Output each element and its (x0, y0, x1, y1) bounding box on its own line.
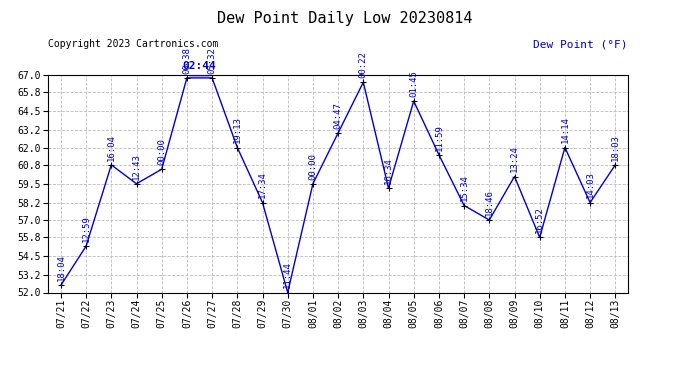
Text: 13:24: 13:24 (510, 146, 519, 172)
Text: 15:34: 15:34 (460, 174, 469, 201)
Text: 02:44: 02:44 (183, 61, 217, 70)
Text: 00:00: 00:00 (308, 153, 317, 180)
Text: 05:32: 05:32 (208, 47, 217, 74)
Text: 14:03: 14:03 (586, 171, 595, 198)
Text: 18:03: 18:03 (611, 134, 620, 161)
Text: 04:47: 04:47 (333, 102, 343, 129)
Text: 16:04: 16:04 (107, 134, 116, 161)
Text: 12:59: 12:59 (81, 215, 90, 242)
Text: 18:46: 18:46 (485, 189, 494, 216)
Text: 00:00: 00:00 (157, 138, 166, 165)
Text: 18:04: 18:04 (57, 254, 66, 281)
Text: 00:22: 00:22 (359, 51, 368, 78)
Text: 16:52: 16:52 (535, 206, 544, 233)
Text: 16:34: 16:34 (384, 157, 393, 184)
Text: 12:43: 12:43 (132, 153, 141, 180)
Text: Copyright 2023 Cartronics.com: Copyright 2023 Cartronics.com (48, 39, 219, 50)
Text: Dew Point Daily Low 20230814: Dew Point Daily Low 20230814 (217, 11, 473, 26)
Text: 11:44: 11:44 (283, 261, 292, 288)
Text: 11:59: 11:59 (435, 124, 444, 151)
Text: Dew Point (°F): Dew Point (°F) (533, 39, 628, 50)
Text: 19:13: 19:13 (233, 117, 241, 143)
Text: 17:34: 17:34 (258, 171, 267, 198)
Text: 14:14: 14:14 (560, 117, 569, 143)
Text: 00:38: 00:38 (182, 47, 191, 74)
Text: 01:45: 01:45 (409, 70, 418, 97)
